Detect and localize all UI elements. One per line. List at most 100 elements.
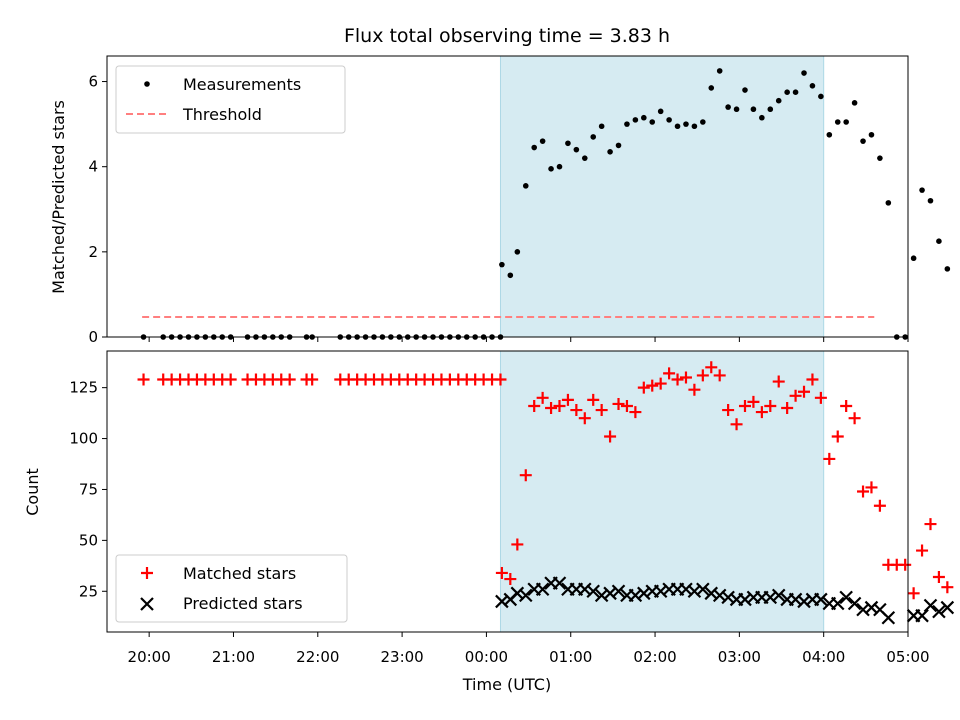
predicted-stars-point-17 — [637, 586, 651, 601]
matched-stars-point-78 — [831, 430, 844, 443]
x-axis-title: Time (UTC) — [462, 675, 551, 694]
measurement-point-82 — [868, 131, 875, 138]
matched-stars-point-61 — [688, 383, 701, 396]
matched-stars-point-60 — [679, 371, 692, 384]
measurement-point-57 — [657, 108, 664, 115]
y-tick-label-0-6: 6 — [88, 73, 98, 91]
measurement-point-74 — [801, 70, 807, 76]
matched-stars-point-37 — [494, 373, 507, 386]
y-tick-label-1-75: 75 — [79, 480, 98, 498]
measurement-point-55 — [641, 114, 647, 121]
measurement-point-68 — [750, 106, 757, 113]
matched-stars-point-41 — [519, 469, 532, 482]
matched-stars-point-50 — [595, 404, 608, 417]
matched-stars-point-15 — [283, 373, 296, 386]
matched-stars-point-38 — [495, 566, 508, 579]
measurement-point-77 — [826, 131, 833, 138]
y-tick-label-1-50: 50 — [79, 531, 98, 549]
matched-stars-point-65 — [722, 404, 735, 417]
measurement-point-84 — [885, 200, 892, 206]
measurement-point-75 — [809, 83, 816, 89]
top-legend: Measurements Threshold — [115, 65, 346, 134]
predicted-stars-point-24 — [696, 582, 710, 597]
y-tick-label-0-0: 0 — [88, 328, 98, 346]
matched-stars-point-63 — [705, 361, 718, 374]
measurement-point-43 — [539, 138, 546, 144]
predicted-stars-point-16 — [628, 588, 643, 603]
x-tick-label-05:00: 05:00 — [886, 648, 929, 666]
x-tick-label-22:00: 22:00 — [296, 648, 339, 666]
matched-stars-point-45 — [553, 399, 566, 412]
matched-stars-point-9 — [224, 373, 237, 386]
predicted-stars-point-50 — [932, 604, 946, 619]
matched-stars-point-64 — [713, 369, 726, 382]
measurement-point-76 — [818, 93, 824, 100]
legend-measurements-marker — [144, 81, 150, 87]
matched-stars-point-70 — [764, 399, 777, 412]
measurement-point-60 — [683, 121, 689, 127]
predicted-stars-point-12 — [594, 588, 609, 603]
x-tick-label-23:00: 23:00 — [380, 648, 423, 666]
matched-stars-point-66 — [730, 418, 743, 431]
matched-stars-point-59 — [671, 373, 684, 386]
matched-stars-point-88 — [916, 544, 929, 557]
y-tick-label-1-25: 25 — [79, 582, 98, 600]
predicted-stars-point-41 — [839, 590, 853, 605]
matched-stars-point-53 — [620, 399, 633, 412]
predicted-stars-point-38 — [814, 592, 828, 607]
predicted-stars-point-25 — [704, 586, 719, 601]
matched-stars-point-83 — [873, 499, 886, 512]
bottom-panel: 25 50 75 100 125 20:00 21:00 22:00 23:00 00:00 01… — [23, 350, 955, 694]
top-observing-window — [499, 55, 825, 338]
predicted-stars-point-13 — [603, 586, 617, 601]
measurement-point-48 — [581, 155, 588, 161]
measurement-point-39 — [507, 272, 514, 279]
measurement-point-91 — [944, 266, 951, 272]
bottom-marks-layer — [137, 361, 955, 625]
measurement-point-78 — [834, 119, 841, 125]
legend-predicted-marker — [140, 597, 154, 611]
measurement-point-58 — [666, 117, 672, 123]
matched-stars-point-90 — [932, 571, 945, 584]
measurement-point-80 — [851, 100, 858, 106]
matched-stars-point-49 — [587, 393, 600, 406]
matched-stars-point-40 — [511, 538, 524, 551]
matched-stars-point-74 — [798, 385, 811, 398]
predicted-stars-point-26 — [712, 588, 727, 603]
measurement-point-89 — [927, 197, 934, 204]
matched-stars-point-80 — [848, 412, 861, 425]
matched-stars-point-17 — [306, 373, 319, 386]
matched-stars-point-42 — [528, 399, 541, 412]
matched-stars-point-58 — [663, 367, 676, 380]
matched-stars-point-39 — [504, 573, 517, 586]
measurement-point-51 — [607, 148, 613, 155]
matched-stars-point-62 — [696, 369, 709, 382]
measurement-point-70 — [767, 106, 774, 113]
matched-stars-point-67 — [738, 399, 751, 412]
matched-stars-point-48 — [578, 412, 591, 425]
bottom-plot-frame — [106, 350, 909, 633]
measurement-point-79 — [843, 119, 849, 125]
matched-stars-point-91 — [941, 581, 954, 594]
measurement-point-71 — [775, 97, 782, 104]
predicted-stars-point-48 — [915, 608, 929, 623]
measurement-point-40 — [514, 249, 521, 255]
x-tick-label-00:00: 00:00 — [465, 648, 508, 666]
measurement-point-52 — [615, 142, 622, 149]
bottom-legend-box — [115, 554, 348, 623]
legend-predicted-label: Predicted stars — [183, 594, 303, 613]
bottom-y-ticks: 25 50 75 100 125 — [69, 379, 107, 600]
predicted-stars-point-3 — [518, 588, 533, 603]
measurement-point-61 — [691, 123, 698, 130]
measurement-point-66 — [733, 106, 740, 113]
predicted-stars-point-0 — [495, 594, 509, 609]
matched-stars-point-77 — [823, 452, 836, 465]
measurement-point-49 — [590, 134, 597, 140]
predicted-stars-point-40 — [830, 596, 845, 611]
measurement-point-69 — [759, 114, 765, 121]
predicted-stars-point-35 — [788, 592, 803, 607]
matched-stars-point-73 — [789, 389, 802, 402]
measurement-point-46 — [565, 140, 571, 147]
matched-stars-point-86 — [899, 558, 912, 571]
